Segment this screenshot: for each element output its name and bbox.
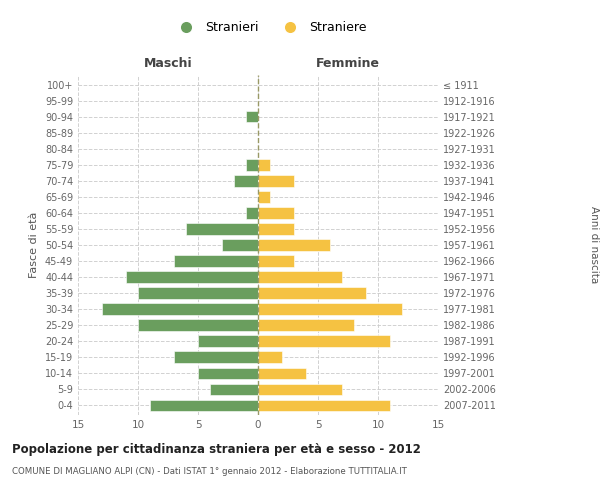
Bar — [258, 175, 294, 186]
Text: Femmine: Femmine — [316, 57, 380, 70]
Text: Anni di nascita: Anni di nascita — [589, 206, 599, 284]
Bar — [150, 400, 258, 411]
Bar — [246, 159, 258, 170]
Bar — [258, 336, 390, 347]
Bar — [258, 159, 270, 170]
Bar — [246, 111, 258, 122]
Text: COMUNE DI MAGLIANO ALPI (CN) - Dati ISTAT 1° gennaio 2012 - Elaborazione TUTTITA: COMUNE DI MAGLIANO ALPI (CN) - Dati ISTA… — [12, 468, 407, 476]
Bar — [198, 368, 258, 379]
Bar — [174, 352, 258, 363]
Text: Popolazione per cittadinanza straniera per età e sesso - 2012: Popolazione per cittadinanza straniera p… — [12, 442, 421, 456]
Bar — [258, 239, 330, 251]
Y-axis label: Fasce di età: Fasce di età — [29, 212, 39, 278]
Bar — [258, 384, 342, 395]
Bar — [258, 191, 270, 202]
Bar — [258, 272, 342, 283]
Bar — [138, 288, 258, 299]
Bar — [138, 320, 258, 331]
Bar — [234, 175, 258, 186]
Bar — [258, 352, 282, 363]
Bar — [246, 207, 258, 218]
Bar — [258, 223, 294, 234]
Bar — [258, 288, 366, 299]
Bar — [258, 207, 294, 218]
Text: Maschi: Maschi — [143, 57, 193, 70]
Bar — [210, 384, 258, 395]
Bar — [174, 256, 258, 267]
Bar — [258, 304, 402, 315]
Bar — [258, 368, 306, 379]
Bar — [186, 223, 258, 234]
Bar — [258, 256, 294, 267]
Bar — [198, 336, 258, 347]
Bar — [222, 239, 258, 251]
Bar — [102, 304, 258, 315]
Bar — [258, 320, 354, 331]
Bar — [126, 272, 258, 283]
Legend: Stranieri, Straniere: Stranieri, Straniere — [169, 16, 371, 40]
Bar — [258, 400, 390, 411]
